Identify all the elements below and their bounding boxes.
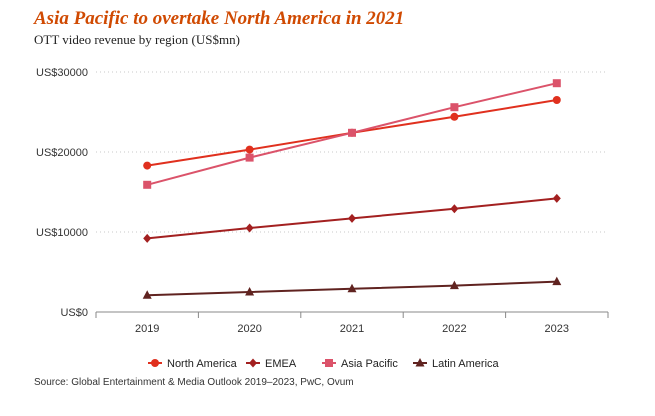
data-point-latin-america	[347, 283, 357, 293]
data-point-north-america	[143, 161, 152, 170]
legend-marker-emea	[249, 358, 257, 368]
data-point-north-america	[450, 112, 459, 121]
legend-label-emea: EMEA	[265, 358, 297, 370]
x-tick-label: 2022	[442, 323, 466, 335]
data-point-latin-america	[449, 280, 459, 290]
data-point-north-america	[245, 145, 254, 154]
legend-marker-latin-america	[415, 358, 425, 367]
data-point-north-america	[552, 96, 561, 104]
data-point-emea	[450, 204, 459, 214]
source-note: Source: Global Entertainment & Media Out…	[34, 377, 354, 388]
legend-marker-north-america	[151, 359, 159, 367]
data-point-emea	[348, 213, 356, 223]
data-point-emea	[143, 233, 152, 243]
data-point-asia-pacific	[348, 128, 356, 137]
y-tick-label: US$20000	[36, 147, 88, 159]
data-point-asia-pacific	[143, 180, 152, 189]
y-tick-label: US$30000	[36, 67, 88, 79]
data-point-latin-america	[552, 276, 562, 286]
y-tick-label: US$0	[60, 307, 88, 319]
legend-label-north-america: North America	[167, 358, 238, 370]
x-tick-label: 2020	[237, 323, 261, 335]
data-point-emea	[552, 193, 561, 203]
x-tick-label: 2023	[545, 323, 569, 335]
data-point-asia-pacific	[450, 103, 459, 112]
legend-label-asia-pacific: Asia Pacific	[341, 358, 398, 370]
data-point-latin-america	[245, 287, 255, 296]
data-point-emea	[245, 223, 254, 233]
x-tick-label: 2021	[340, 323, 364, 335]
chart-subtitle: OTT video revenue by region (US$mn)	[34, 32, 240, 47]
legend-label-latin-america: Latin America	[432, 358, 500, 370]
data-point-latin-america	[142, 290, 152, 299]
data-point-asia-pacific	[552, 79, 561, 88]
legend-marker-asia-pacific	[325, 359, 333, 367]
x-tick-label: 2019	[135, 323, 159, 335]
chart-title: Asia Pacific to overtake North America i…	[34, 8, 405, 29]
data-point-asia-pacific	[245, 153, 254, 162]
y-tick-label: US$10000	[36, 227, 88, 239]
